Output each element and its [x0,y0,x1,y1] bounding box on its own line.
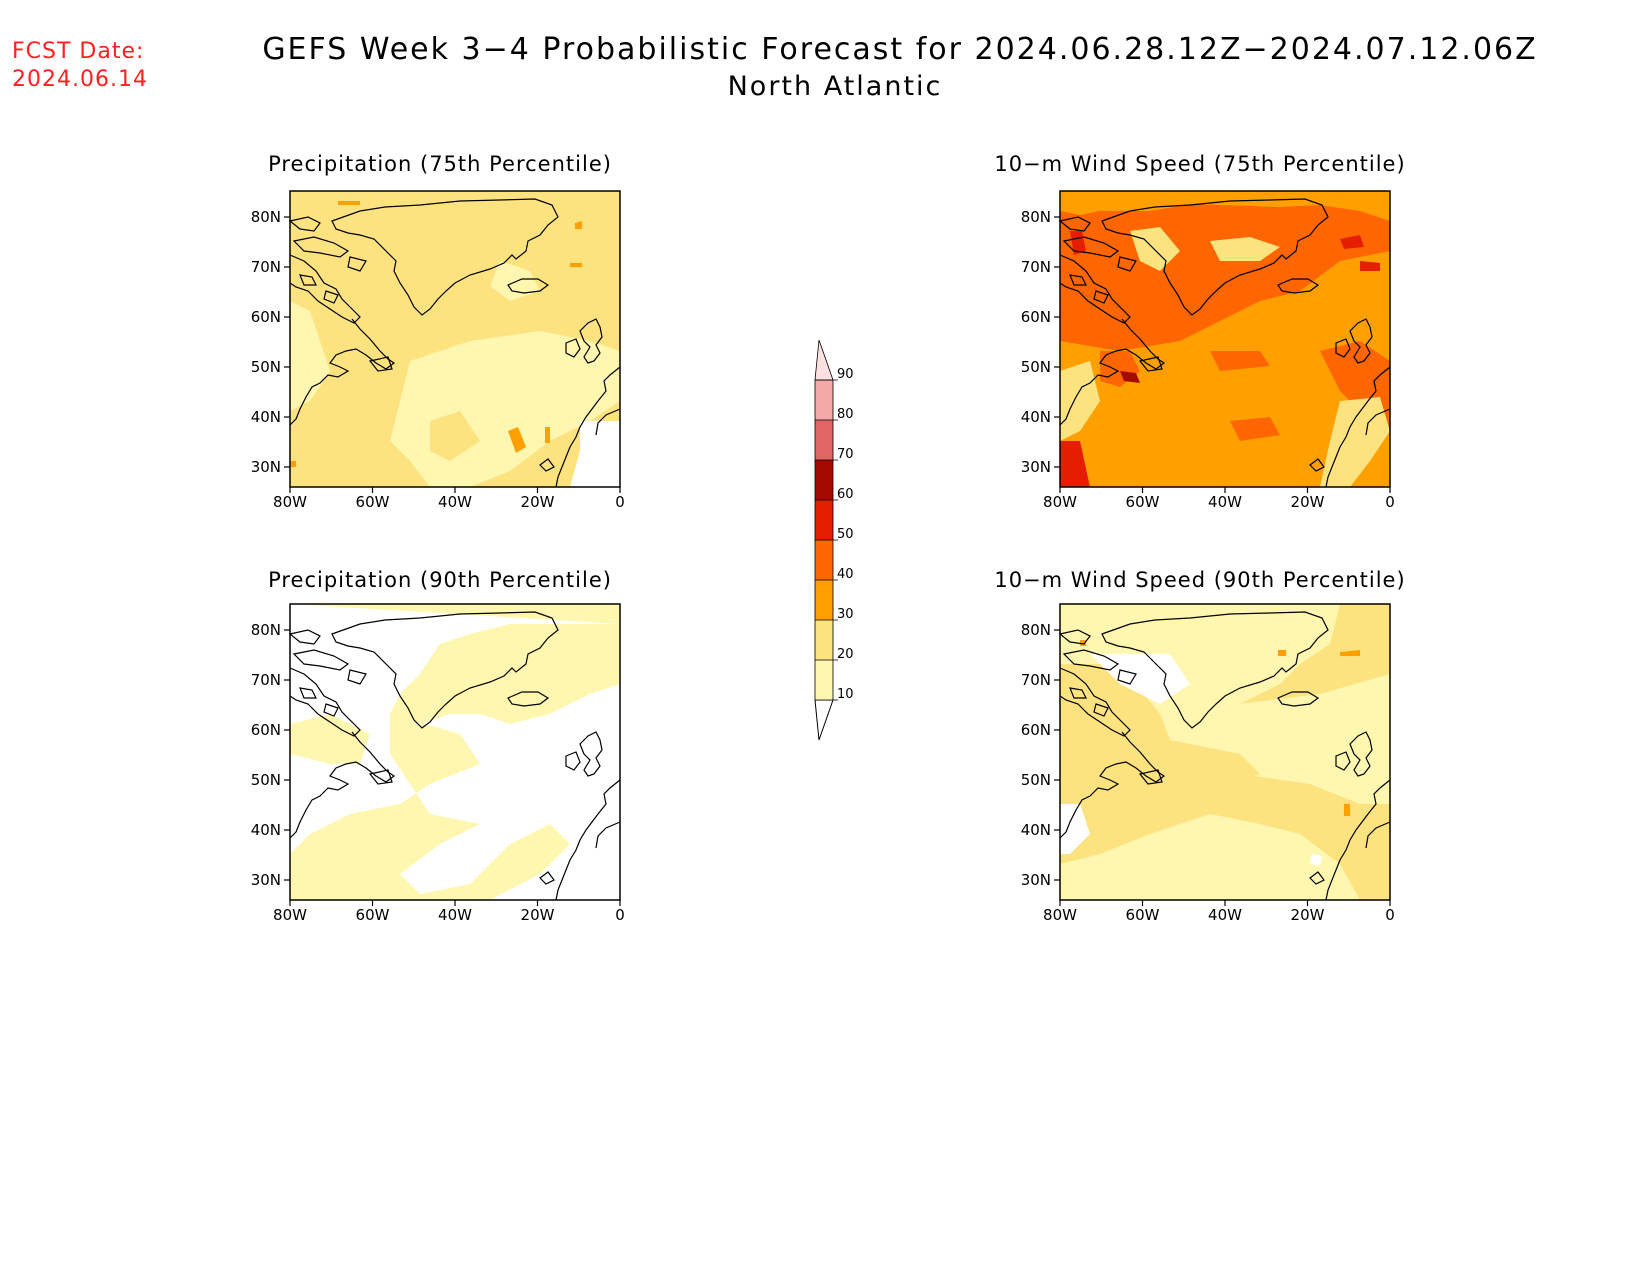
lon-tick-label: 0 [615,906,625,924]
lon-tick-label: 80W [273,493,307,511]
lat-tick-label: 80N [251,621,281,639]
fcst-date-block: FCST Date: 2024.06.14 [12,38,148,94]
lon-tick-label: 60W [356,906,390,924]
page-title: GEFS Week 3−4 Probabilistic Forecast for… [262,32,1538,67]
lat-tick-label: 70N [251,671,281,689]
lat-tick-label: 70N [1021,671,1051,689]
colorbar-label: 70 [837,447,854,462]
lat-tick-label: 60N [1021,721,1051,739]
lon-tick-label: 60W [1126,493,1160,511]
lon-tick-label: 80W [1043,906,1077,924]
colorbar-segment [815,580,833,620]
lat-tick-label: 30N [251,871,281,889]
map-panel-wind90 [1053,603,1391,907]
colorbar-segment [815,540,833,580]
lat-tick-label: 30N [251,458,281,476]
lat-tick-label: 80N [1021,621,1051,639]
panel-title-precip75: Precipitation (75th Percentile) [268,152,612,176]
lon-tick-label: 0 [1385,493,1395,511]
page-title-block: GEFS Week 3−4 Probabilistic Forecast for… [0,32,1650,102]
colorbar-label: 60 [837,487,854,502]
lon-tick-label: 40W [1208,906,1242,924]
colorbar-label: 80 [837,407,854,422]
colorbar-segment [815,500,833,540]
lat-tick-label: 50N [1021,358,1051,376]
colorbar-segment [815,380,833,420]
lat-tick-label: 60N [251,721,281,739]
colorbar-label: 20 [837,647,854,662]
lon-tick-label: 60W [356,493,390,511]
colorbar-label: 90 [837,367,854,382]
lat-tick-label: 40N [1021,408,1051,426]
colorbar-segment [815,420,833,460]
colorbar-upper-arrow [814,339,834,381]
lon-tick-label: 0 [615,493,625,511]
fcst-date-value: 2024.06.14 [12,67,148,92]
lat-tick-label: 30N [1021,458,1051,476]
lat-tick-label: 50N [251,771,281,789]
lon-tick-label: 40W [438,906,472,924]
lat-tick-label: 30N [1021,871,1051,889]
panel-title-wind90: 10−m Wind Speed (90th Percentile) [994,568,1406,592]
map-panel-precip75 [283,190,621,494]
lat-tick-label: 50N [251,358,281,376]
lat-tick-label: 70N [1021,258,1051,276]
lon-tick-label: 80W [1043,493,1077,511]
colorbar-label: 50 [837,527,854,542]
lon-tick-label: 40W [1208,493,1242,511]
colorbar: 10 20 30 40 50 60 70 80 90 [814,339,854,741]
lon-tick-label: 20W [1291,493,1325,511]
lat-tick-label: 40N [1021,821,1051,839]
panel-title-precip90: Precipitation (90th Percentile) [268,568,612,592]
lat-tick-label: 40N [251,821,281,839]
colorbar-lower-arrow [814,699,834,741]
map-panel-precip90 [283,603,621,907]
page-subtitle: North Atlantic [727,71,943,102]
lat-tick-label: 50N [1021,771,1051,789]
lat-tick-label: 60N [251,308,281,326]
lon-tick-label: 0 [1385,906,1395,924]
colorbar-label: 10 [837,687,854,702]
colorbar-segment [815,460,833,500]
lat-tick-label: 80N [251,208,281,226]
lon-tick-label: 20W [521,493,555,511]
map-panel-wind75 [1053,190,1391,494]
fcst-date-label: FCST Date: [12,39,145,64]
lat-tick-label: 40N [251,408,281,426]
lon-tick-label: 80W [273,906,307,924]
lat-tick-label: 70N [251,258,281,276]
colorbar-segment [815,620,833,660]
colorbar-label: 30 [837,607,854,622]
lat-tick-label: 80N [1021,208,1051,226]
colorbar-segment [815,660,833,700]
panel-title-wind75: 10−m Wind Speed (75th Percentile) [994,152,1406,176]
lon-tick-label: 20W [521,906,555,924]
lon-tick-label: 20W [1291,906,1325,924]
lon-tick-label: 60W [1126,906,1160,924]
colorbar-label: 40 [837,567,854,582]
lat-tick-label: 60N [1021,308,1051,326]
lon-tick-label: 40W [438,493,472,511]
